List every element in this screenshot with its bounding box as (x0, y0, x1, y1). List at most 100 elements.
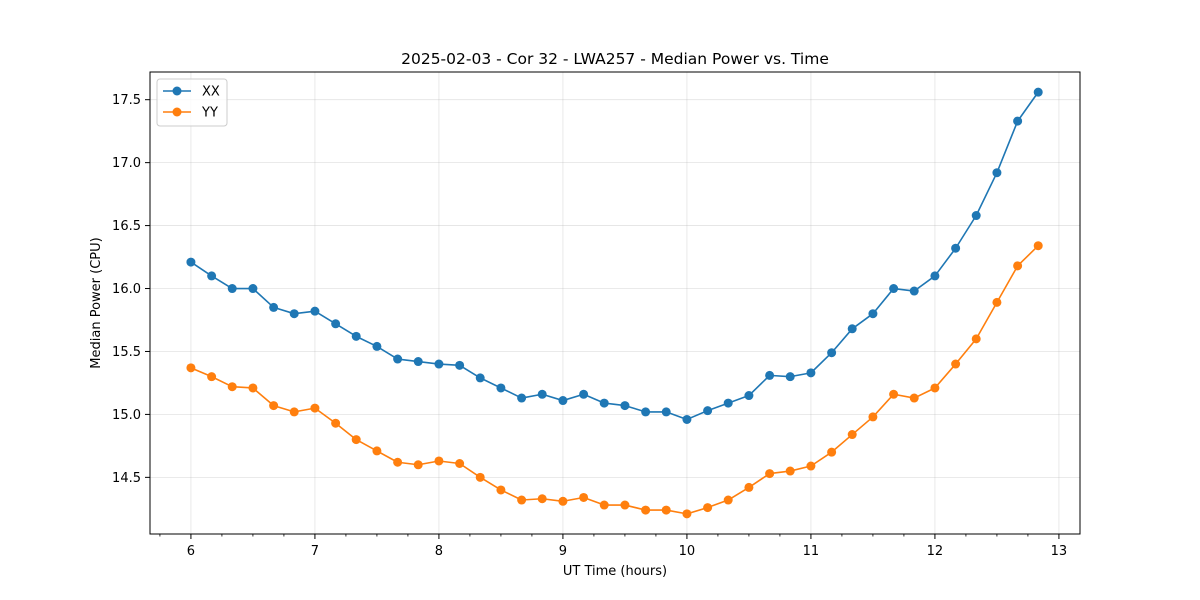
data-point-xx (889, 284, 899, 294)
data-point-xx (765, 370, 775, 380)
data-point-yy (372, 446, 382, 456)
data-point-xx (537, 389, 547, 399)
data-point-xx (599, 398, 609, 408)
legend: XX YY (156, 78, 228, 127)
data-point-xx (723, 398, 733, 408)
y-tick-label: 14.5 (112, 471, 141, 486)
data-point-yy (455, 459, 465, 469)
legend-marker-yy (172, 107, 182, 117)
data-point-xx (744, 391, 754, 401)
data-point-xx (620, 401, 630, 411)
x-tick-label: 13 (1051, 544, 1068, 559)
data-point-yy (930, 383, 940, 393)
data-point-yy (909, 393, 919, 403)
data-point-yy (434, 456, 444, 466)
legend-marker-xx (172, 86, 182, 96)
data-point-yy (227, 382, 237, 392)
data-point-yy (703, 503, 713, 513)
data-point-xx (455, 360, 465, 370)
data-point-xx (806, 368, 816, 378)
data-point-xx (372, 341, 382, 351)
data-point-yy (785, 466, 795, 476)
data-point-yy (620, 500, 630, 510)
data-point-xx (827, 348, 837, 358)
data-point-xx (703, 406, 713, 416)
data-point-yy (641, 505, 651, 515)
data-point-xx (951, 243, 961, 253)
x-axis-label: UT Time (hours) (563, 564, 667, 579)
data-point-yy (682, 509, 692, 519)
data-point-xx (579, 389, 589, 399)
plot-frame (149, 71, 1081, 535)
data-point-xx (248, 284, 258, 294)
data-point-xx (661, 407, 671, 417)
x-tick-label: 12 (927, 544, 944, 559)
data-point-xx (682, 414, 692, 424)
data-point-yy (765, 469, 775, 479)
y-tick-label: 17.0 (112, 156, 141, 171)
series-layer (186, 87, 1043, 519)
y-tick-label: 16.5 (112, 219, 141, 234)
data-point-yy (971, 334, 981, 344)
data-point-yy (1013, 261, 1023, 271)
data-point-yy (393, 457, 403, 467)
data-point-xx (517, 393, 527, 403)
data-point-xx (930, 271, 940, 281)
x-tick-label: 6 (187, 544, 195, 559)
data-point-yy (558, 496, 568, 506)
data-point-xx (1013, 116, 1023, 126)
data-point-yy (579, 492, 589, 502)
data-point-xx (413, 357, 423, 367)
data-point-xx (227, 284, 237, 294)
data-point-xx (868, 309, 878, 319)
data-point-xx (785, 372, 795, 382)
data-point-yy (310, 403, 320, 413)
data-point-yy (868, 412, 878, 422)
data-point-xx (558, 396, 568, 406)
series-xx (186, 87, 1043, 424)
data-point-xx (1033, 87, 1043, 97)
data-point-yy (475, 472, 485, 482)
legend-label-xx: XX (202, 85, 220, 100)
data-point-yy (661, 505, 671, 515)
data-point-yy (331, 418, 341, 428)
data-point-xx (909, 286, 919, 296)
data-point-yy (248, 383, 258, 393)
y-tick-label: 17.5 (112, 93, 141, 108)
series-yy (186, 241, 1043, 519)
data-point-yy (496, 485, 506, 495)
data-point-yy (951, 359, 961, 369)
data-point-xx (641, 407, 651, 417)
data-point-yy (269, 401, 279, 411)
data-point-xx (847, 324, 857, 334)
data-point-xx (310, 306, 320, 316)
x-tick-label: 9 (559, 544, 567, 559)
legend-label-yy: YY (201, 106, 218, 121)
data-point-yy (806, 461, 816, 471)
data-point-xx (207, 271, 217, 281)
data-point-yy (744, 482, 754, 492)
data-point-xx (992, 168, 1002, 178)
data-point-xx (971, 211, 981, 221)
x-tick-label: 11 (803, 544, 820, 559)
data-point-xx (331, 319, 341, 329)
data-point-xx (475, 373, 485, 383)
data-point-xx (496, 383, 506, 393)
grid-lines (150, 72, 1080, 534)
y-axis-label: Median Power (CPU) (89, 237, 104, 368)
data-point-yy (847, 430, 857, 440)
data-point-xx (434, 359, 444, 369)
y-tick-label: 15.0 (112, 408, 141, 423)
data-point-yy (827, 447, 837, 457)
axis-ticks: 6 7 8 9 10 11 12 13 14.5 15.0 15.5 16.0 16.5 17.0 17.5 (112, 93, 1067, 559)
data-point-yy (517, 495, 527, 505)
data-point-yy (537, 494, 547, 504)
data-point-xx (351, 331, 361, 341)
data-point-yy (351, 435, 361, 445)
x-tick-label: 10 (679, 544, 696, 559)
data-point-xx (289, 309, 299, 319)
y-tick-label: 16.0 (112, 282, 141, 297)
data-point-xx (269, 302, 279, 312)
x-tick-label: 7 (311, 544, 319, 559)
